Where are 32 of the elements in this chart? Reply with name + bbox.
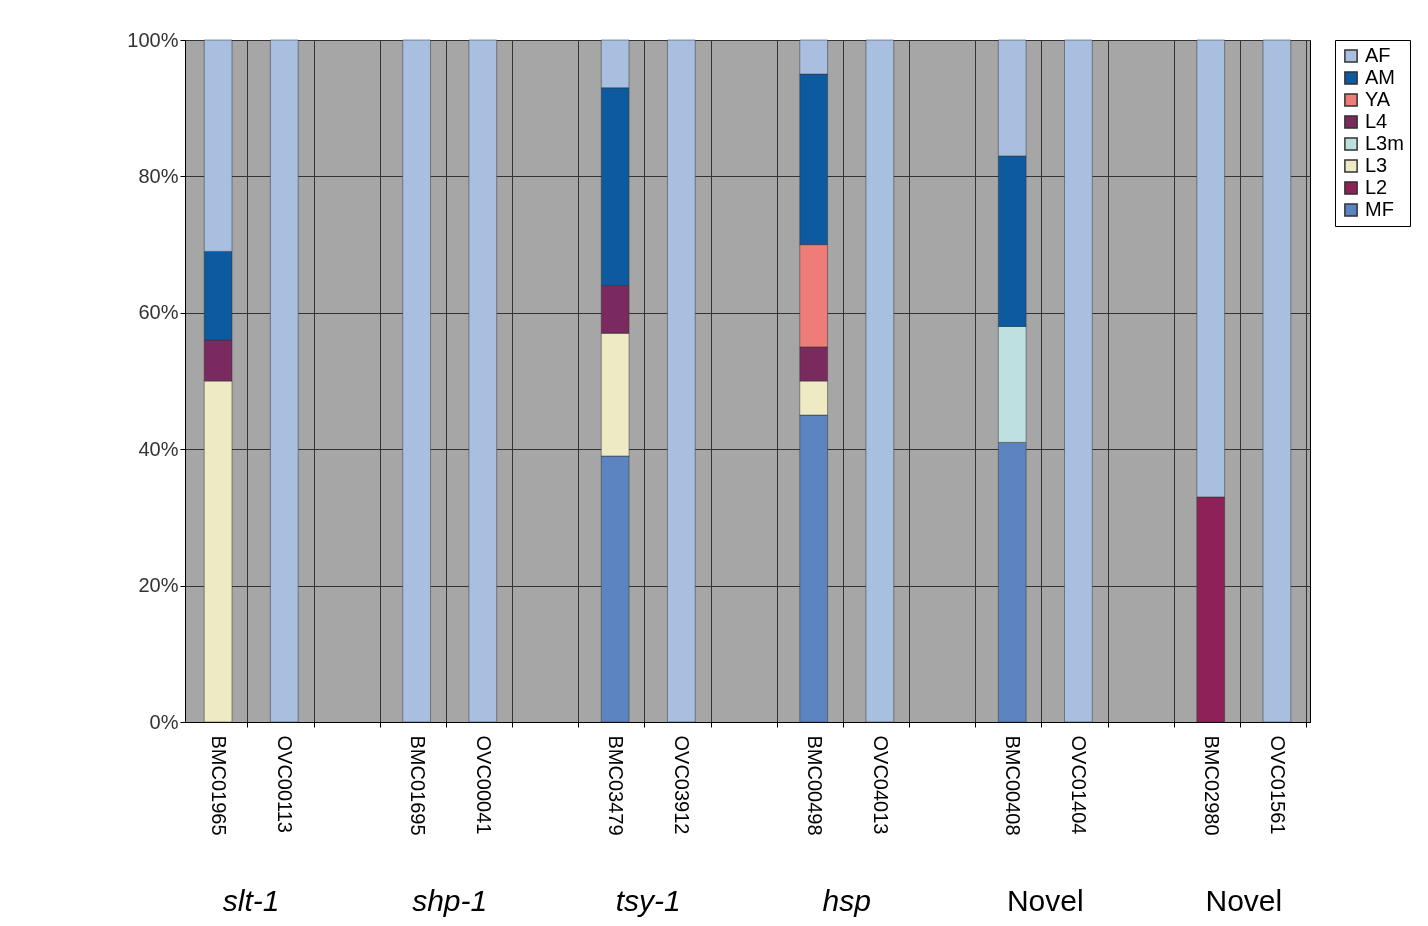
legend-label: L3m — [1365, 132, 1404, 154]
x-tick-label: BMC03479 — [605, 735, 628, 836]
x-tick-label: BMC00408 — [1002, 735, 1025, 836]
x-tick-label: OVC03912 — [671, 735, 694, 835]
x-tick-label: BMC01965 — [208, 735, 231, 836]
legend-label: YA — [1365, 88, 1391, 110]
x-tick-label: OVC01561 — [1266, 735, 1289, 835]
y-tick-label: 100% — [127, 28, 179, 51]
legend-label: AM — [1365, 66, 1395, 88]
x-tick-label: BMC01695 — [406, 735, 429, 836]
y-tick-label: 60% — [138, 301, 179, 324]
x-tick-label: OVC04013 — [869, 735, 892, 835]
text: Novel — [1006, 884, 1084, 917]
y-tick-label: 80% — [138, 164, 179, 187]
x-tick-label: OVC00113 — [274, 735, 297, 833]
y-tick-label: 20% — [138, 574, 179, 597]
x-tick-label: BMC00498 — [803, 735, 826, 836]
legend-label: MF — [1365, 198, 1394, 220]
x-tick-label: OVC01404 — [1068, 735, 1091, 835]
legend-label: L4 — [1365, 110, 1388, 132]
text: Novel — [1205, 884, 1283, 917]
text: tsy-1 — [615, 884, 681, 917]
text: shp-1 — [412, 884, 488, 917]
text: hsp — [822, 884, 871, 917]
legend-label: AF — [1365, 44, 1391, 66]
y-tick-label: 40% — [138, 437, 179, 460]
legend-label: L2 — [1365, 176, 1388, 198]
y-tick-label: 0% — [149, 710, 179, 733]
x-tick-label: OVC00041 — [472, 735, 495, 835]
text: slt-1 — [222, 884, 280, 917]
legend-label: L3 — [1365, 154, 1388, 176]
x-tick-label: BMC02980 — [1200, 735, 1223, 836]
